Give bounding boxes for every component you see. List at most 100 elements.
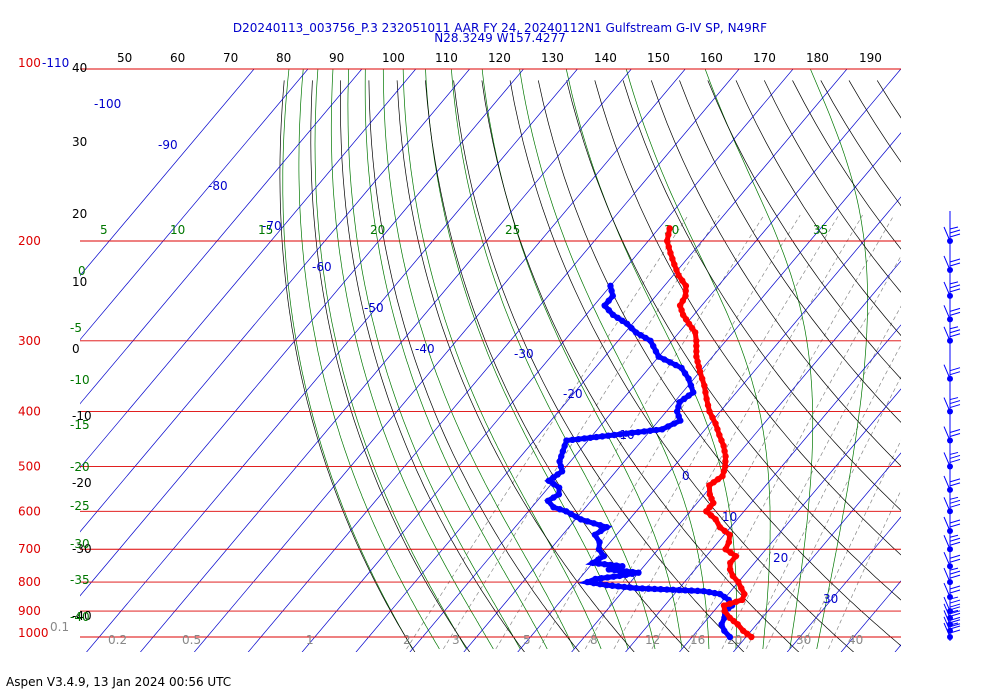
dewpoint-point: [567, 510, 575, 518]
mixing-ratio-line: [443, 214, 720, 650]
dewpoint-profile: [544, 282, 736, 641]
temperature-point: [679, 297, 687, 304]
dewpoint-point: [647, 337, 654, 344]
dry-adiabat-line: [537, 80, 901, 647]
isotherm-label: 20: [773, 551, 788, 565]
top-axis-label: 70: [223, 51, 238, 65]
wind-barb: [943, 567, 961, 583]
isotherm-line: [80, 69, 525, 597]
pressure-tick-label: 1000: [18, 626, 49, 640]
isotherm-line: [732, 452, 901, 652]
isotherm-line: [786, 516, 901, 652]
dewpoint-point: [598, 575, 605, 582]
moist-adiabat-label: -10: [70, 373, 90, 387]
top-axis-label: 130: [541, 51, 564, 65]
dewpoint-point: [678, 364, 685, 372]
mixing-ratio-label: 5: [523, 633, 531, 647]
moist-adiabat-label: 0: [78, 264, 86, 278]
mixing-ratio-line: [765, 376, 901, 650]
temperature-point: [679, 277, 686, 284]
dewpoint-point: [616, 572, 623, 580]
dewpoint-point: [718, 621, 725, 628]
dry-adiabat-line: [934, 80, 1000, 657]
top-axis-label: 140: [594, 51, 617, 65]
dewpoint-point: [690, 389, 697, 396]
wind-barb: [943, 226, 961, 242]
isotherm-label: -60: [312, 260, 332, 274]
dewpoint-point: [640, 428, 648, 435]
dewpoint-point: [556, 506, 564, 513]
pressure-lines: [80, 68, 901, 638]
dewpoint-point: [650, 342, 657, 350]
dewpoint-point: [545, 477, 552, 484]
pressure-tick-label: 100: [18, 56, 41, 70]
dewpoint-point: [609, 582, 616, 589]
temperature-point: [665, 243, 672, 251]
temperature-point: [722, 463, 729, 470]
moist-adiabat-label: -5: [70, 321, 82, 335]
moist-adiabats: [282, 69, 868, 650]
temperature-point: [693, 337, 700, 344]
dewpoint-point: [675, 586, 683, 594]
dewpoint-line: [544, 285, 736, 639]
dewpoint-point: [550, 481, 558, 488]
temperature-point: [726, 566, 734, 573]
mixing-ratio-line: [721, 305, 901, 650]
mixing-ratio-label: 0.2: [108, 633, 127, 647]
wind-barb: [943, 305, 961, 320]
dewpoint-point: [603, 581, 610, 589]
isotherm-line: [86, 69, 578, 652]
temperature-point: [712, 420, 719, 427]
dewpoint-point: [577, 516, 585, 523]
isotherm-line: [894, 644, 901, 652]
mixing-ratio-label: 30: [796, 633, 811, 647]
dewpoint-point: [575, 435, 582, 443]
dewpoint-point: [623, 568, 630, 575]
wind-barb: [943, 516, 961, 532]
temperature-point: [716, 523, 724, 531]
wind-barb: [943, 534, 961, 550]
isotherm-label: -30: [514, 347, 534, 361]
dewpoint-point: [635, 569, 642, 576]
dewpoint-point: [652, 348, 660, 355]
moist-adiabat-label: 10: [170, 223, 185, 237]
temperature-point: [706, 408, 713, 415]
moist-adiabat-label: -40: [70, 610, 90, 624]
dewpoint-point: [629, 429, 636, 437]
dewpoint-point: [700, 587, 707, 595]
dewpoint-point: [661, 356, 668, 363]
temperature-point: [702, 389, 709, 396]
temperature-point: [675, 272, 682, 279]
temperature-point: [720, 468, 728, 475]
temperature-point: [726, 614, 734, 622]
dewpoint-point: [611, 431, 618, 439]
moist-adiabat-line: [519, 69, 710, 649]
isotherm-line: [625, 324, 901, 652]
temperature-point: [667, 249, 674, 257]
dewpoint-point: [682, 587, 689, 594]
top-axis-label: 90: [329, 51, 344, 65]
dry-adiabat-line: [990, 80, 1000, 657]
dry-adiabat-label: -20: [72, 476, 92, 490]
wind-barb: [943, 596, 961, 612]
dewpoint-point: [617, 431, 624, 438]
dewpoint-point: [645, 585, 652, 592]
dewpoint-point: [601, 561, 608, 568]
dewpoint-point: [549, 474, 557, 481]
temperature-point: [741, 590, 748, 598]
moist-adiabat-line: [402, 69, 602, 650]
dewpoint-point: [629, 568, 636, 576]
temperature-point: [712, 516, 719, 523]
temperature-point: [682, 292, 689, 300]
dewpoint-point: [672, 361, 679, 369]
mixing-ratio-line: [828, 489, 901, 650]
dry-adiabat-line: [509, 80, 855, 652]
temperature-point: [732, 598, 740, 605]
dewpoint-point: [604, 574, 611, 581]
dry-adiabat-label: -40: [72, 609, 92, 623]
dewpoint-point: [584, 578, 591, 586]
software-footer: Aspen V3.4.9, 13 Jan 2024 00:56 UTC: [6, 675, 232, 689]
temperature-point: [682, 287, 689, 295]
dewpoint-point: [550, 503, 557, 511]
wind-barb: [943, 326, 961, 341]
